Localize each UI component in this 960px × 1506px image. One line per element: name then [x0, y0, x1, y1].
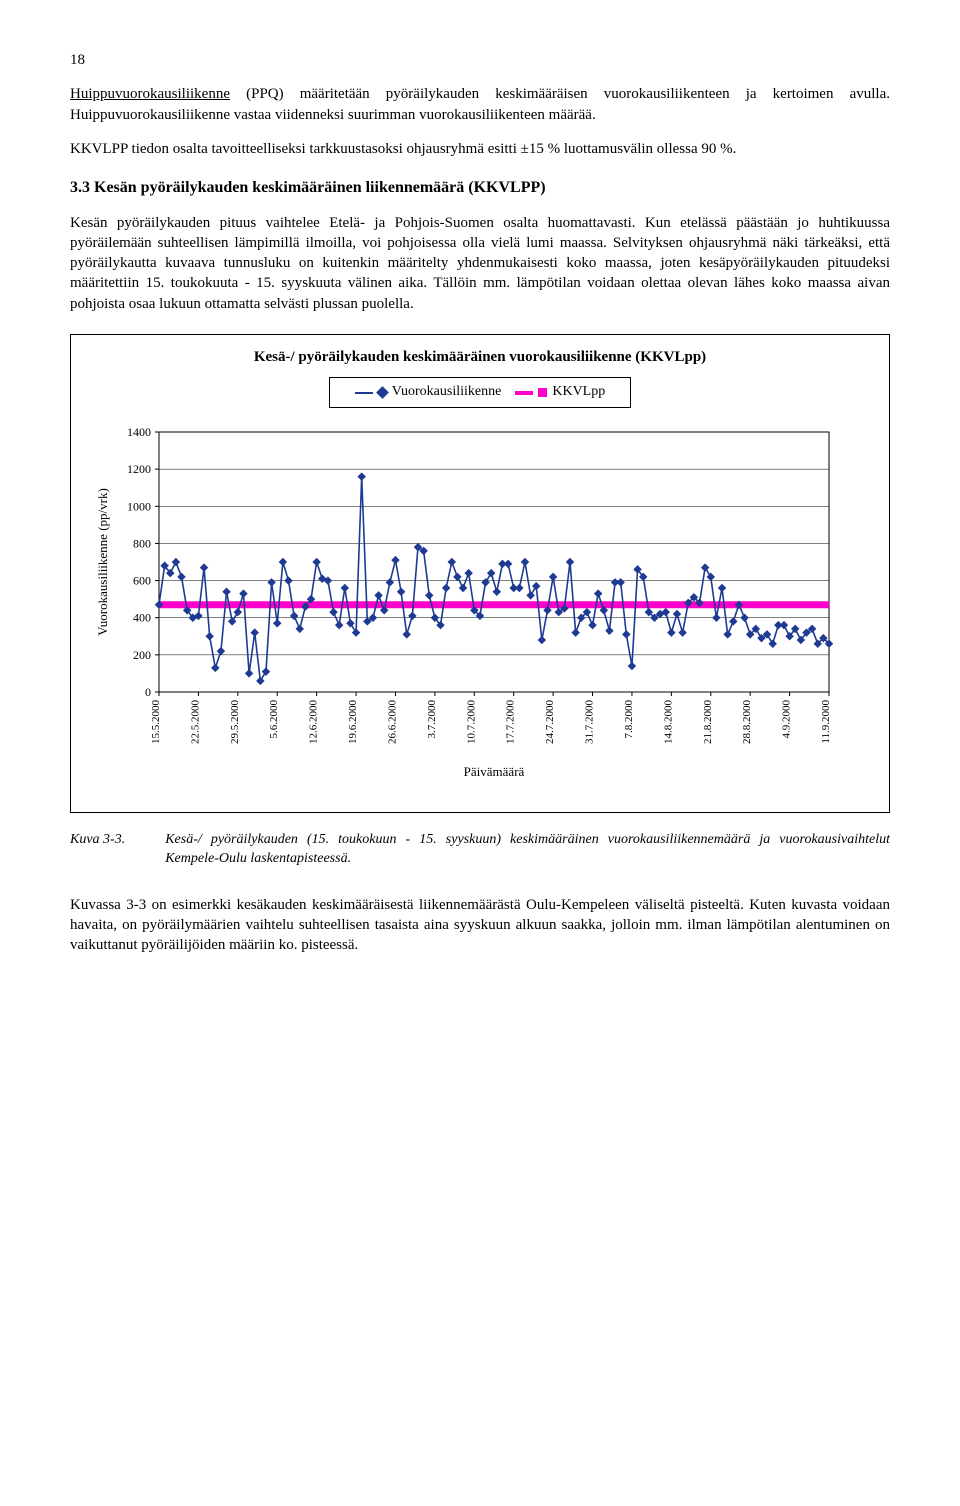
legend-line-2	[515, 391, 533, 395]
svg-text:28.8.2000: 28.8.2000	[741, 699, 753, 744]
para4-text: Kuvassa 3-3 on esimerkki kesäkauden kesk…	[70, 897, 890, 954]
svg-text:21.8.2000: 21.8.2000	[702, 699, 714, 744]
svg-text:15.5.2000: 15.5.2000	[150, 699, 162, 744]
paragraph-4: Kuvassa 3-3 on esimerkki kesäkauden kesk…	[70, 895, 890, 956]
diamond-icon	[376, 386, 389, 399]
svg-text:800: 800	[133, 536, 151, 550]
term-underlined: Huippuvuorokausiliikenne	[70, 86, 230, 102]
legend-item-1: Vuorokausiliikenne	[355, 383, 502, 402]
svg-text:10.7.2000: 10.7.2000	[465, 699, 477, 744]
legend2-label: KKVLpp	[552, 383, 605, 402]
chart-legend: Vuorokausiliikenne KKVLpp	[329, 377, 631, 408]
legend1-label: Vuorokausiliikenne	[392, 383, 502, 402]
svg-text:Vuorokausiliikenne (pp/vrk): Vuorokausiliikenne (pp/vrk)	[95, 488, 110, 636]
svg-text:14.8.2000: 14.8.2000	[662, 699, 674, 744]
svg-text:1400: 1400	[127, 425, 151, 439]
svg-text:31.7.2000: 31.7.2000	[584, 699, 596, 744]
svg-text:0: 0	[145, 685, 151, 699]
svg-text:200: 200	[133, 648, 151, 662]
caption-text: Kesä-/ pyöräilykauden (15. toukokuun - 1…	[165, 831, 890, 869]
svg-text:26.6.2000: 26.6.2000	[386, 699, 398, 744]
caption-label: Kuva 3-3.	[70, 831, 125, 850]
svg-text:11.9.2000: 11.9.2000	[820, 699, 832, 743]
svg-text:7.8.2000: 7.8.2000	[623, 699, 635, 738]
svg-text:17.7.2000: 17.7.2000	[505, 699, 517, 744]
chart-container: Kesä-/ pyöräilykauden keskimääräinen vuo…	[70, 334, 890, 813]
page-number: 18	[70, 50, 890, 70]
svg-text:1000: 1000	[127, 499, 151, 513]
legend-line-1	[355, 392, 373, 394]
svg-text:29.5.2000: 29.5.2000	[229, 699, 241, 744]
svg-text:1200: 1200	[127, 462, 151, 476]
svg-text:24.7.2000: 24.7.2000	[544, 699, 556, 744]
svg-text:22.5.2000: 22.5.2000	[189, 699, 201, 744]
legend-item-2: KKVLpp	[515, 383, 605, 402]
svg-text:19.6.2000: 19.6.2000	[347, 699, 359, 744]
figure-caption: Kuva 3-3. Kesä-/ pyöräilykauden (15. tou…	[70, 831, 890, 869]
para3-text: Kesän pyöräilykauden pituus vaihtelee Et…	[70, 215, 890, 312]
svg-text:400: 400	[133, 611, 151, 625]
chart-svg: 0 200 400 600 800 1000 1200 1400 15.5.2000 22.5.2…	[89, 422, 849, 782]
square-icon	[538, 388, 547, 397]
section-heading: 3.3 Kesän pyöräilykauden keskimääräinen …	[70, 177, 890, 199]
svg-text:5.6.2000: 5.6.2000	[268, 699, 280, 738]
chart-title: Kesä-/ pyöräilykauden keskimääräinen vuo…	[89, 347, 871, 367]
svg-text:Päivämäärä: Päivämäärä	[464, 764, 525, 779]
paragraph-2: KKVLPP tiedon osalta tavoitteelliseksi t…	[70, 139, 890, 159]
paragraph-3: Kesän pyöräilykauden pituus vaihtelee Et…	[70, 213, 890, 314]
svg-text:3.7.2000: 3.7.2000	[426, 699, 438, 738]
para2-text: KKVLPP tiedon osalta tavoitteelliseksi t…	[70, 141, 736, 157]
paragraph-1: Huippuvuorokausiliikenne (PPQ) määritetä…	[70, 84, 890, 125]
svg-text:12.6.2000: 12.6.2000	[308, 699, 320, 744]
svg-text:4.9.2000: 4.9.2000	[781, 699, 793, 738]
svg-text:600: 600	[133, 574, 151, 588]
